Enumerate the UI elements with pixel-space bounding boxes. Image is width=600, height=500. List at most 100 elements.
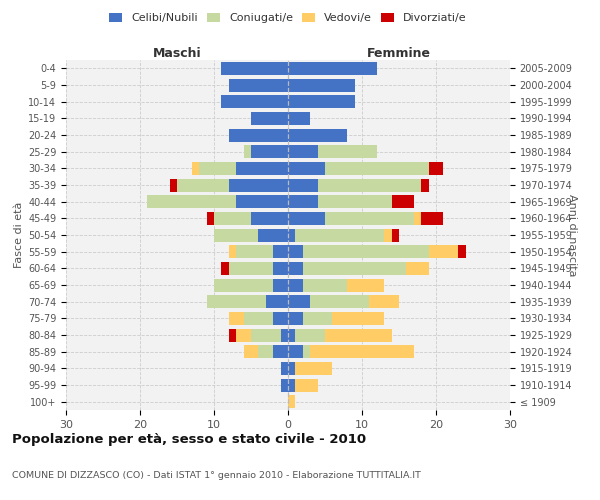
Bar — [288, 78, 355, 92]
Bar — [229, 262, 273, 275]
Bar — [288, 228, 295, 241]
Text: Popolazione per età, sesso e stato civile - 2010: Popolazione per età, sesso e stato civil… — [12, 432, 366, 446]
Bar — [303, 312, 332, 325]
Bar — [244, 145, 251, 158]
Bar — [236, 195, 288, 208]
Bar — [303, 278, 347, 291]
Bar — [421, 178, 428, 192]
Bar — [236, 245, 273, 258]
Bar — [229, 328, 236, 342]
Bar — [229, 312, 244, 325]
Bar — [244, 345, 259, 358]
Bar — [259, 228, 288, 241]
Bar — [288, 162, 325, 175]
Y-axis label: Anni di nascita: Anni di nascita — [567, 194, 577, 276]
Bar — [244, 312, 273, 325]
Bar — [428, 245, 458, 258]
Bar — [370, 295, 399, 308]
Bar — [288, 295, 310, 308]
Bar — [295, 362, 332, 375]
Bar — [281, 328, 288, 342]
Bar — [273, 312, 288, 325]
Bar — [325, 212, 414, 225]
Bar — [214, 278, 273, 291]
Bar — [288, 245, 303, 258]
Bar — [458, 245, 466, 258]
Bar — [288, 62, 377, 75]
Bar — [288, 278, 303, 291]
Bar — [251, 145, 288, 158]
Bar — [229, 245, 236, 258]
Bar — [288, 345, 303, 358]
Bar — [229, 78, 288, 92]
Bar — [288, 178, 317, 192]
Bar — [317, 145, 377, 158]
Bar — [288, 262, 303, 275]
Bar — [288, 145, 317, 158]
Bar — [206, 212, 214, 225]
Bar — [310, 345, 414, 358]
Bar — [288, 195, 317, 208]
Bar — [273, 345, 288, 358]
Bar — [236, 162, 288, 175]
Bar — [317, 178, 421, 192]
Bar — [325, 328, 392, 342]
Bar — [406, 262, 428, 275]
Bar — [281, 378, 288, 392]
Bar — [288, 112, 310, 125]
Bar — [251, 112, 288, 125]
Bar — [392, 228, 399, 241]
Bar — [325, 162, 428, 175]
Bar — [206, 295, 266, 308]
Bar — [303, 245, 428, 258]
Bar — [414, 212, 421, 225]
Bar — [347, 278, 384, 291]
Bar — [392, 195, 414, 208]
Bar — [288, 328, 295, 342]
Y-axis label: Fasce di età: Fasce di età — [14, 202, 24, 268]
Bar — [221, 95, 288, 108]
Bar — [384, 228, 392, 241]
Bar — [295, 328, 325, 342]
Bar — [214, 228, 259, 241]
Bar — [273, 278, 288, 291]
Bar — [259, 345, 273, 358]
Bar — [251, 328, 281, 342]
Bar — [214, 212, 251, 225]
Legend: Celibi/Nubili, Coniugati/e, Vedovi/e, Divorziati/e: Celibi/Nubili, Coniugati/e, Vedovi/e, Di… — [105, 8, 471, 28]
Bar — [288, 128, 347, 141]
Bar — [273, 245, 288, 258]
Bar — [303, 345, 310, 358]
Bar — [288, 395, 295, 408]
Bar — [295, 378, 317, 392]
Bar — [236, 328, 251, 342]
Bar — [281, 362, 288, 375]
Bar — [266, 295, 288, 308]
Bar — [192, 162, 199, 175]
Bar — [428, 162, 443, 175]
Bar — [421, 212, 443, 225]
Bar — [303, 262, 406, 275]
Bar — [229, 128, 288, 141]
Bar — [170, 178, 177, 192]
Text: COMUNE DI DIZZASCO (CO) - Dati ISTAT 1° gennaio 2010 - Elaborazione TUTTITALIA.I: COMUNE DI DIZZASCO (CO) - Dati ISTAT 1° … — [12, 470, 421, 480]
Bar — [288, 212, 325, 225]
Bar — [177, 178, 229, 192]
Bar — [221, 262, 229, 275]
Text: Femmine: Femmine — [367, 47, 431, 60]
Bar — [148, 195, 236, 208]
Text: Maschi: Maschi — [152, 47, 202, 60]
Bar — [317, 195, 392, 208]
Bar — [273, 262, 288, 275]
Bar — [221, 62, 288, 75]
Bar — [288, 378, 295, 392]
Bar — [310, 295, 370, 308]
Bar — [288, 95, 355, 108]
Bar — [199, 162, 236, 175]
Bar — [332, 312, 384, 325]
Bar — [288, 362, 295, 375]
Bar — [229, 178, 288, 192]
Bar — [288, 312, 303, 325]
Bar — [295, 228, 384, 241]
Bar — [251, 212, 288, 225]
